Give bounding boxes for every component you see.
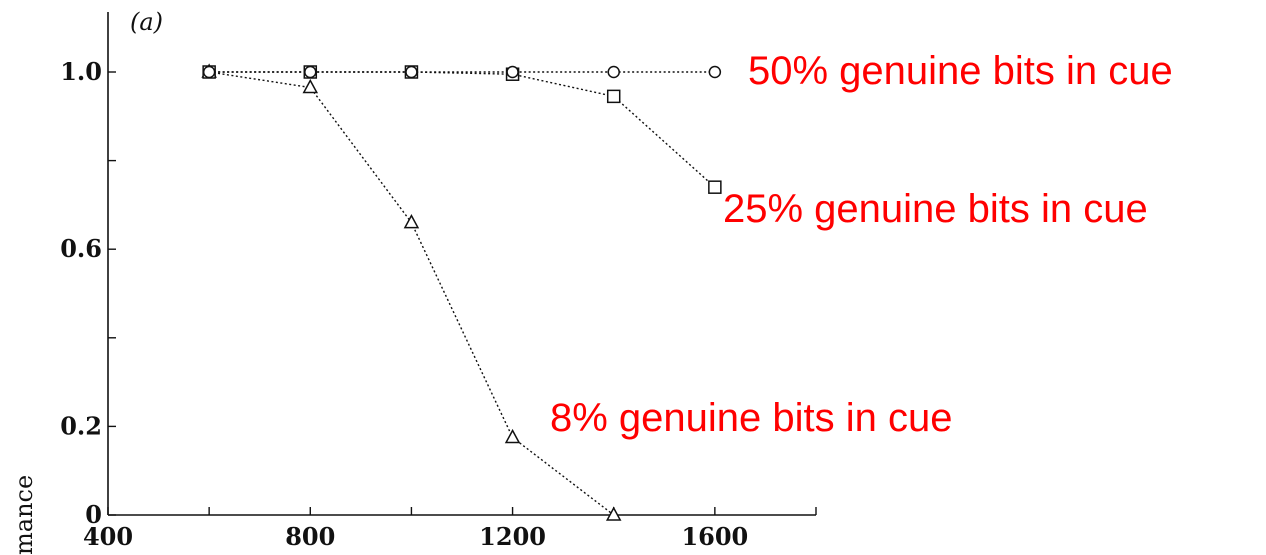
- triangle-marker: [605, 506, 622, 521]
- series-triangle: [201, 63, 622, 521]
- triangle-marker: [302, 78, 319, 94]
- y-tick-label: 0.6: [60, 234, 102, 263]
- circle-marker: [607, 65, 620, 79]
- y-tick-label: 0.2: [60, 411, 102, 440]
- series-group: [201, 63, 722, 521]
- series-square: [202, 65, 722, 194]
- annotation-triangle: 8% genuine bits in cue: [550, 396, 953, 440]
- square-marker: [708, 180, 722, 194]
- circle-marker: [708, 65, 722, 79]
- y-tick-label: 0: [85, 500, 102, 529]
- series-line-square: [209, 71, 716, 188]
- circle-marker: [202, 65, 216, 79]
- panel-label: (a): [130, 8, 163, 36]
- x-tick-label: 1200: [479, 522, 546, 551]
- square-marker: [606, 89, 621, 104]
- circle-marker: [304, 65, 317, 79]
- annotation-circle: 50% genuine bits in cue: [748, 49, 1173, 93]
- y-tick-label: 1.0: [60, 57, 102, 86]
- triangle-marker: [504, 428, 521, 444]
- x-tick-label: 800: [285, 522, 335, 551]
- axes: 0 0.2 0.6 1.0 400 800 1200 1600: [60, 12, 817, 551]
- y-axis-label: mance: [10, 475, 38, 555]
- circle-marker: [405, 65, 418, 79]
- x-tick-label: 1600: [681, 522, 748, 551]
- triangle-marker: [403, 214, 420, 229]
- annotation-square: 25% genuine bits in cue: [723, 187, 1148, 231]
- series-line-triangle: [209, 71, 615, 516]
- x-tick-label: 400: [83, 522, 133, 551]
- series-circle: [202, 65, 722, 79]
- circle-marker: [506, 65, 519, 79]
- annotations: 50% genuine bits in cue 25% genuine bits …: [550, 49, 1173, 440]
